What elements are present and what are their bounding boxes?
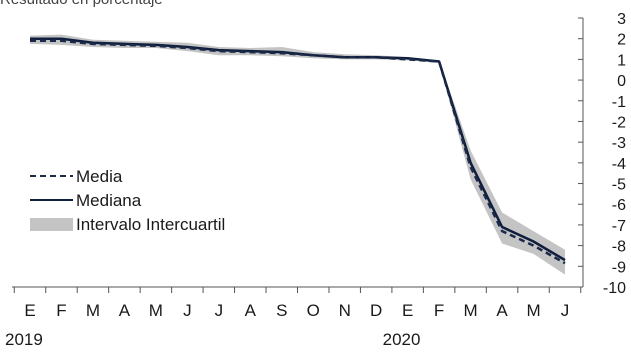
x-tick-label: F bbox=[434, 301, 444, 320]
series-lines-layer bbox=[30, 37, 566, 265]
x-tick-label: A bbox=[245, 301, 257, 320]
x-tick-label: N bbox=[339, 301, 351, 320]
x-tick-label: M bbox=[86, 301, 100, 320]
x-year-label: 2020 bbox=[383, 330, 421, 349]
iqr-band-layer bbox=[30, 34, 565, 275]
y-tick-label: -10 bbox=[603, 280, 626, 297]
legend: Media Mediana Intervalo Intercuartil bbox=[30, 167, 225, 234]
x-tick-label: J bbox=[561, 301, 570, 320]
y-tick-label: 3 bbox=[617, 11, 626, 28]
y-tick-label: -9 bbox=[612, 259, 626, 276]
x-tick-label: S bbox=[276, 301, 287, 320]
x-tick-label: A bbox=[119, 301, 131, 320]
x-tick-label: O bbox=[307, 301, 320, 320]
series-line-media bbox=[30, 39, 566, 265]
x-year-label: 2019 bbox=[5, 330, 43, 349]
legend-swatch-band bbox=[30, 218, 73, 231]
y-tick-label: -3 bbox=[612, 135, 626, 152]
x-tick-label: D bbox=[370, 301, 382, 320]
series-line-mediana bbox=[30, 37, 566, 262]
x-tick-label: J bbox=[183, 301, 192, 320]
y-tick-label: 2 bbox=[617, 32, 626, 49]
x-tick-label: M bbox=[464, 301, 478, 320]
legend-label: Intervalo Intercuartil bbox=[76, 215, 225, 234]
y-tick-label: -2 bbox=[612, 114, 626, 131]
x-tick-label: J bbox=[215, 301, 224, 320]
x-tick-label: A bbox=[496, 301, 508, 320]
y-tick-label: -1 bbox=[612, 94, 626, 111]
clipped-caption: Resultado en porcentaje bbox=[0, 0, 163, 8]
x-tick-label: F bbox=[56, 301, 66, 320]
y-tick-label: -8 bbox=[612, 239, 626, 256]
legend-label: Media bbox=[76, 167, 123, 186]
y-tick-label: -7 bbox=[612, 218, 626, 235]
y-tick-label: -5 bbox=[612, 177, 626, 194]
x-tick-label: M bbox=[149, 301, 163, 320]
x-tick-label: M bbox=[526, 301, 540, 320]
x-tick-label: E bbox=[402, 301, 413, 320]
y-tick-label: 0 bbox=[617, 73, 626, 90]
legend-label: Mediana bbox=[76, 191, 142, 210]
y-tick-label: -6 bbox=[612, 197, 626, 214]
x-tick-label: E bbox=[24, 301, 35, 320]
y-tick-label: 1 bbox=[617, 52, 626, 69]
iqr-band bbox=[30, 34, 565, 275]
y-tick-label: -4 bbox=[612, 156, 626, 173]
